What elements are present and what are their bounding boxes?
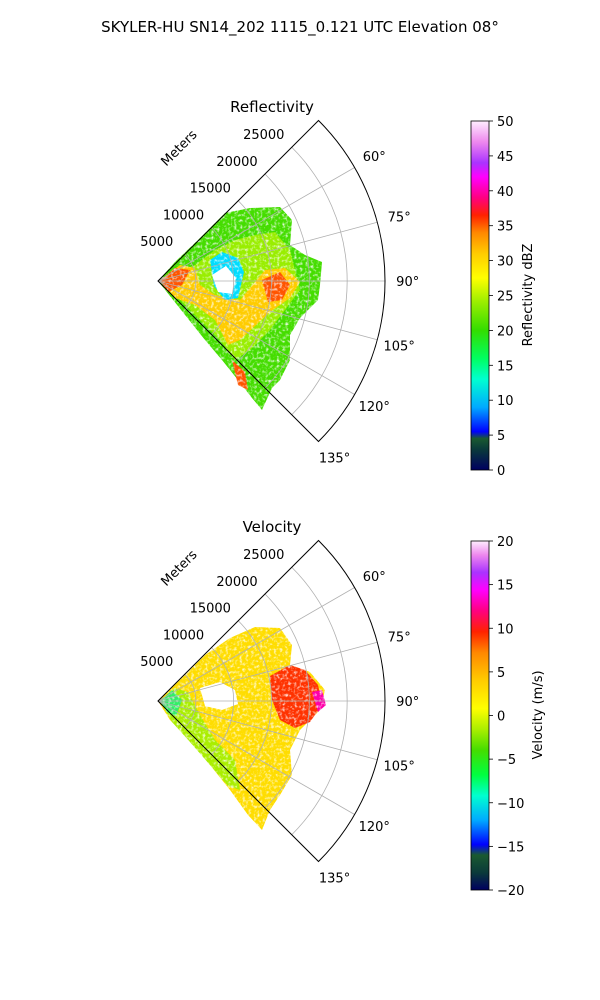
colorbar-tick-label: 25 — [497, 290, 514, 305]
radar-data-field — [158, 627, 326, 830]
range-tick-label: 20000 — [216, 155, 257, 170]
azimuth-tick-label: 135° — [319, 452, 350, 467]
panel-title: Velocity — [243, 518, 302, 536]
azimuth-tick-label: 90° — [396, 275, 419, 290]
range-tick-label: 10000 — [163, 628, 204, 643]
colorbar-tick-label: 15 — [497, 359, 514, 374]
azimuth-gridline — [157, 641, 378, 702]
colorbar-tick-label: 10 — [497, 394, 514, 409]
colorbar-tick-label: 30 — [497, 255, 514, 270]
colorbar-ticks: −20 −15 −10 −5 0 5 10 15 20 — [489, 535, 524, 899]
colorbar-tick-label: 35 — [497, 220, 514, 235]
figure-title: SKYLER-HU SN14_202 1115_0.121 UTC Elevat… — [101, 18, 499, 37]
echo-core — [232, 360, 248, 390]
azimuth-tick-label: 75° — [388, 210, 411, 225]
polar-grid — [157, 539, 386, 863]
range-tick-label: 15000 — [190, 602, 231, 617]
polar-ticks: 60° 75° 90° 105° 120° 135° 5000 10000 15000 20000… — [140, 548, 419, 886]
sector-outline — [157, 539, 386, 863]
radial-axis-label: Meters — [159, 127, 201, 169]
azimuth-tick-label: 105° — [384, 760, 415, 775]
range-tick-label: 15000 — [190, 182, 231, 197]
colorbar-tick-label: −20 — [497, 884, 524, 899]
azimuth-gridline — [157, 167, 355, 282]
range-tick-label: 5000 — [140, 655, 173, 670]
range-tick-label: 25000 — [243, 548, 284, 563]
azimuth-tick-label: 105° — [384, 340, 415, 355]
colorbar-tick-label: 5 — [497, 666, 505, 681]
range-tick-label: 25000 — [243, 128, 284, 143]
azimuth-tick-label: 120° — [359, 820, 390, 835]
range-tick-label: 10000 — [163, 208, 204, 223]
azimuth-gridline — [157, 280, 378, 341]
colorbar-tick-label: 10 — [497, 622, 514, 637]
azimuth-tick-label: 120° — [359, 400, 390, 415]
azimuth-gridline — [157, 587, 355, 702]
azimuth-tick-label: 60° — [363, 150, 386, 165]
colorbar-gradient — [470, 120, 490, 471]
colorbar-tick-label: 40 — [497, 185, 514, 200]
azimuth-tick-label: 135° — [319, 872, 350, 887]
velocity-panel: Velocity 60° 75° 90° 105° 120° 135° 5000 10000 1… — [140, 518, 546, 899]
colorbar-tick-label: 0 — [497, 710, 505, 725]
azimuth-gridline — [157, 280, 355, 395]
colorbar-tick-label: −15 — [497, 840, 524, 855]
colorbar-tick-label: −10 — [497, 797, 524, 812]
radial-axis-label: Meters — [159, 547, 201, 589]
azimuth-gridline — [157, 700, 378, 761]
range-tick-label: 20000 — [216, 575, 257, 590]
colorbar-label: Reflectivity dBZ — [521, 244, 536, 347]
azimuth-tick-label: 75° — [388, 630, 411, 645]
polar-grid — [157, 119, 386, 443]
colorbar: −20 −15 −10 −5 0 5 10 15 20 Velocity (m/s) — [470, 535, 546, 899]
polar-ticks: 60° 75° 90° 105° 120° 135° 5000 10000 15000 20000… — [140, 128, 419, 466]
echo-core — [160, 268, 190, 292]
azimuth-gridline — [157, 221, 378, 282]
colorbar-tick-label: 50 — [497, 115, 514, 130]
colorbar-tick-label: 20 — [497, 535, 514, 550]
reflectivity-panel: Reflectivity 60° 75° 90° 105° 120° 135° 5000 10… — [140, 98, 536, 479]
colorbar-label: Velocity (m/s) — [531, 670, 546, 759]
colorbar-tick-label: 5 — [497, 429, 505, 444]
velocity-gap — [200, 682, 238, 710]
colorbar-tick-label: −5 — [497, 753, 516, 768]
colorbar-tick-label: 45 — [497, 150, 514, 165]
azimuth-tick-label: 60° — [363, 570, 386, 585]
radar-data-field — [158, 207, 322, 410]
colorbar-tick-label: 0 — [497, 464, 505, 479]
range-tick-label: 5000 — [140, 235, 173, 250]
azimuth-tick-label: 90° — [396, 695, 419, 710]
colorbar-ticks: 0 5 10 15 20 25 30 35 40 45 50 — [489, 115, 514, 479]
colorbar: 0 5 10 15 20 25 30 35 40 45 50 Reflectivity dBZ — [470, 115, 536, 479]
panel-title: Reflectivity — [230, 98, 314, 116]
echo-gap — [212, 266, 236, 294]
colorbar-tick-label: 15 — [497, 579, 514, 594]
colorbar-tick-label: 20 — [497, 324, 514, 339]
sector-outline — [157, 119, 386, 443]
azimuth-gridline — [157, 700, 355, 815]
echo-core — [262, 272, 290, 302]
colorbar-gradient — [470, 540, 490, 891]
